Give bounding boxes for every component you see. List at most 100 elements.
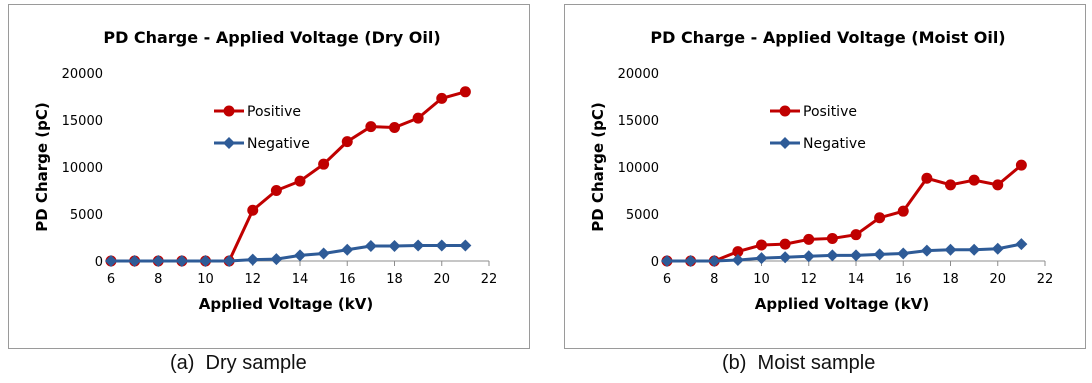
y-tick-label: 0 — [95, 255, 103, 270]
y-tick-label: 20000 — [62, 67, 103, 82]
data-point-negative — [920, 244, 933, 257]
x-tick-label: 22 — [481, 272, 498, 287]
data-point-negative — [223, 255, 236, 267]
x-tick-label: 18 — [386, 272, 403, 287]
data-point-negative — [755, 252, 768, 265]
data-point-positive — [294, 175, 306, 187]
legend-label-negative: Negative — [247, 136, 310, 152]
x-axis-label: Applied Voltage (kV) — [199, 295, 373, 313]
data-point-negative — [779, 251, 792, 264]
x-tick-label: 16 — [339, 272, 356, 287]
x-tick-label: 20 — [433, 272, 450, 287]
data-point-negative — [684, 255, 697, 267]
data-point-positive — [992, 179, 1004, 191]
data-point-positive — [968, 174, 980, 186]
data-point-negative — [364, 239, 377, 252]
data-point-negative — [317, 247, 330, 260]
data-point-positive — [436, 92, 448, 104]
x-tick-label: 14 — [848, 272, 865, 287]
caption-dry: (a) Dry sample — [170, 352, 307, 374]
x-tick-label: 6 — [107, 272, 115, 287]
data-point-negative — [128, 255, 141, 267]
data-point-positive — [897, 205, 909, 217]
x-tick-label: 10 — [197, 272, 214, 287]
data-point-negative — [341, 243, 354, 256]
data-point-positive — [341, 136, 353, 148]
data-point-negative — [388, 239, 401, 252]
x-tick-label: 14 — [292, 272, 309, 287]
data-point-positive — [389, 122, 400, 134]
caption-moist: (b) Moist sample — [722, 352, 876, 374]
x-tick-label: 20 — [989, 272, 1006, 287]
data-point-positive — [318, 158, 330, 170]
data-point-positive — [1015, 159, 1027, 171]
data-point-negative — [731, 254, 744, 267]
data-point-positive — [756, 239, 767, 251]
series-line-negative — [667, 242, 1022, 263]
x-tick-label: 8 — [154, 272, 162, 287]
data-point-positive — [247, 204, 259, 216]
data-point-positive — [874, 212, 886, 224]
data-point-positive — [412, 112, 424, 124]
y-axis-label: PD Charge (pC) — [589, 102, 607, 231]
x-tick-label: 12 — [244, 272, 261, 287]
data-point-negative — [826, 249, 839, 262]
legend-marker-positive — [779, 105, 791, 117]
x-axis-label: Applied Voltage (kV) — [755, 295, 929, 313]
y-axis-label: PD Charge (pC) — [33, 102, 51, 231]
data-point-positive — [945, 179, 956, 191]
data-point-negative — [850, 249, 862, 262]
data-point-positive — [921, 172, 933, 184]
data-point-negative — [435, 239, 448, 252]
data-point-negative — [459, 239, 472, 252]
legend-marker-positive — [223, 105, 235, 117]
data-point-negative — [968, 243, 981, 256]
data-point-positive — [826, 232, 838, 244]
y-tick-label: 5000 — [626, 208, 659, 223]
x-tick-label: 22 — [1037, 272, 1054, 287]
legend-label-negative: Negative — [803, 136, 866, 152]
data-point-negative — [199, 255, 212, 267]
data-point-negative — [175, 255, 188, 267]
x-tick-label: 10 — [753, 272, 770, 287]
y-tick-label: 10000 — [62, 161, 103, 176]
data-point-negative — [991, 242, 1004, 255]
data-point-negative — [873, 248, 886, 261]
chart-moist-svg: PD Charge - Applied Voltage (Moist Oil) 0… — [589, 28, 1054, 313]
y-tick-label: 5000 — [70, 208, 103, 223]
data-point-negative — [802, 250, 815, 263]
chart-panel-moist: PD Charge - Applied Voltage (Moist Oil) 0… — [564, 4, 1086, 349]
data-point-positive — [732, 246, 744, 258]
data-point-negative — [152, 255, 165, 267]
legend-marker-negative — [223, 137, 235, 149]
data-point-negative — [412, 239, 425, 252]
data-point-positive — [850, 229, 862, 241]
x-tick-label: 12 — [800, 272, 817, 287]
chart-dry-svg: PD Charge - Applied Voltage (Dry Oil) 0 50… — [33, 28, 498, 313]
series-line-positive — [667, 163, 1023, 263]
legend-label-positive: Positive — [247, 104, 301, 120]
y-tick-label: 15000 — [618, 114, 659, 129]
data-point-positive — [459, 86, 471, 98]
chart-title: PD Charge - Applied Voltage (Moist Oil) — [650, 28, 1005, 47]
chart-title: PD Charge - Applied Voltage (Dry Oil) — [103, 28, 440, 47]
y-tick-label: 0 — [651, 255, 659, 270]
data-point-negative — [708, 255, 721, 267]
data-point-negative — [661, 255, 673, 267]
data-point-negative — [246, 253, 259, 266]
data-point-negative — [1015, 238, 1028, 251]
legend-marker-negative — [779, 137, 791, 149]
y-tick-label: 15000 — [62, 114, 103, 129]
legend-label-positive: Positive — [803, 104, 857, 120]
series-line-negative — [111, 243, 466, 263]
data-point-negative — [294, 249, 306, 262]
data-point-negative — [944, 243, 957, 256]
y-tick-label: 10000 — [618, 161, 659, 176]
x-tick-label: 16 — [895, 272, 912, 287]
data-point-positive — [270, 185, 282, 196]
data-point-positive — [779, 238, 791, 250]
data-point-positive — [803, 233, 815, 245]
data-point-negative — [897, 247, 910, 260]
data-point-negative — [270, 253, 283, 266]
data-point-negative — [105, 255, 117, 267]
